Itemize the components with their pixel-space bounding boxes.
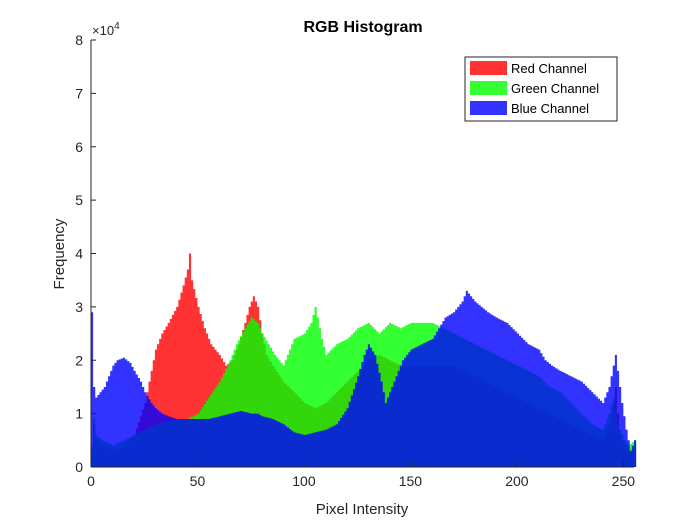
green-channel-swatch bbox=[470, 81, 507, 95]
blue-channel-swatch bbox=[470, 101, 507, 115]
y-tick-label: 1 bbox=[75, 406, 83, 422]
y-exponent-label: ×104 bbox=[92, 21, 120, 38]
x-axis-title: Pixel Intensity bbox=[316, 501, 409, 518]
chart-title: RGB Histogram bbox=[303, 19, 422, 36]
legend: Red Channel Green Channel Blue Channel bbox=[464, 56, 618, 122]
y-axis-title: Frequency bbox=[51, 218, 68, 289]
x-tick-label: 100 bbox=[292, 473, 316, 489]
y-tick-label: 6 bbox=[75, 139, 83, 155]
x-tick-label: 50 bbox=[190, 473, 206, 489]
green-channel-legend-label: Green Channel bbox=[511, 81, 599, 96]
y-tick-label: 3 bbox=[75, 299, 83, 315]
y-exponent-base: ×10 bbox=[92, 23, 114, 38]
y-tick-label: 2 bbox=[75, 352, 83, 368]
blue-channel-area bbox=[91, 290, 637, 467]
histogram-areas bbox=[91, 253, 637, 467]
red-channel-legend-label: Red Channel bbox=[511, 61, 587, 76]
x-ticks: 0 50 100 150 200 250 bbox=[87, 462, 635, 489]
x-tick-label: 0 bbox=[87, 473, 95, 489]
y-ticks: 0 1 2 3 4 5 6 7 8 bbox=[75, 32, 96, 475]
y-tick-label: 7 bbox=[75, 85, 83, 101]
blue-channel-legend-label: Blue Channel bbox=[511, 101, 589, 116]
y-tick-label: 0 bbox=[75, 459, 83, 475]
y-tick-label: 5 bbox=[75, 192, 83, 208]
red-channel-swatch bbox=[470, 61, 507, 75]
y-tick-label: 8 bbox=[75, 32, 83, 48]
x-tick-label: 150 bbox=[399, 473, 423, 489]
y-exponent-power: 4 bbox=[114, 21, 120, 32]
y-tick-label: 4 bbox=[75, 246, 83, 262]
x-tick-label: 250 bbox=[612, 473, 636, 489]
x-tick-label: 200 bbox=[505, 473, 529, 489]
